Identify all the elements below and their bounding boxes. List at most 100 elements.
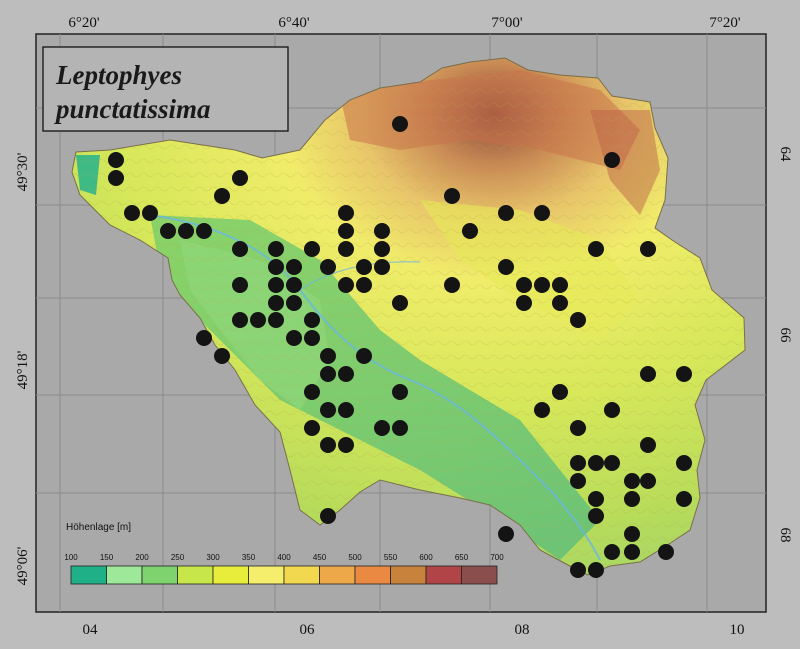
occurrence-dot <box>588 562 604 578</box>
legend-swatch <box>461 565 498 585</box>
occurrence-dot <box>604 402 620 418</box>
occurrence-dot <box>356 277 372 293</box>
occurrence-dot <box>624 544 640 560</box>
legend-swatch <box>354 565 391 585</box>
occurrence-dot <box>304 241 320 257</box>
occurrence-dot <box>552 295 568 311</box>
legend-stop-label: 700 <box>490 553 504 562</box>
occurrence-dot <box>640 473 656 489</box>
legend-stop-label: 650 <box>455 553 469 562</box>
occurrence-dot <box>570 312 586 328</box>
occurrence-dot <box>356 348 372 364</box>
legend-swatch <box>177 565 214 585</box>
occurrence-dot <box>570 455 586 471</box>
occurrence-dot <box>160 223 176 239</box>
legend-stop-label: 500 <box>348 553 362 562</box>
occurrence-dot <box>588 491 604 507</box>
occurrence-dot <box>604 455 620 471</box>
left-tick-2: 49°18' <box>15 350 31 389</box>
occurrence-dot <box>320 508 336 524</box>
bottom-tick-4: 10 <box>730 622 745 638</box>
title-line-2: punctatissima <box>54 94 211 124</box>
legend-swatch <box>212 565 249 585</box>
occurrence-dot <box>356 259 372 275</box>
occurrence-dot <box>676 455 692 471</box>
occurrence-dot <box>268 241 284 257</box>
legend-swatch <box>106 565 143 585</box>
occurrence-dot <box>304 384 320 400</box>
occurrence-dot <box>552 277 568 293</box>
occurrence-dot <box>374 259 390 275</box>
occurrence-dot <box>286 330 302 346</box>
legend-stop-label: 250 <box>171 553 185 562</box>
occurrence-dot <box>268 312 284 328</box>
legend-swatch <box>283 565 320 585</box>
elevation-legend: Höhenlage [m] 100 150 200 250 300 350 400 450 50… <box>64 522 504 585</box>
occurrence-dot <box>320 259 336 275</box>
occurrence-dot <box>374 223 390 239</box>
occurrence-dot <box>286 295 302 311</box>
occurrence-dot <box>196 223 212 239</box>
bottom-tick-2: 06 <box>300 622 316 638</box>
occurrence-dot <box>462 223 478 239</box>
legend-stop-label: 600 <box>419 553 433 562</box>
occurrence-dot <box>570 420 586 436</box>
occurrence-dot <box>676 491 692 507</box>
bottom-tick-3: 08 <box>515 622 530 638</box>
occurrence-dot <box>338 241 354 257</box>
occurrence-dot <box>108 170 124 186</box>
occurrence-dot <box>320 366 336 382</box>
left-tick-1: 49°30' <box>15 152 31 191</box>
occurrence-dot <box>250 312 266 328</box>
occurrence-dot <box>604 544 620 560</box>
legend-stop-label: 550 <box>384 553 398 562</box>
legend-swatch <box>70 565 107 585</box>
occurrence-dot <box>516 295 532 311</box>
occurrence-dot <box>338 366 354 382</box>
left-tick-3: 49°06' <box>15 546 31 585</box>
top-tick-2: 6°40' <box>278 15 309 31</box>
occurrence-dot <box>624 526 640 542</box>
occurrence-dot <box>338 205 354 221</box>
occurrence-dot <box>392 116 408 132</box>
occurrence-dot <box>640 366 656 382</box>
occurrence-dot <box>498 259 514 275</box>
occurrence-dot <box>444 188 460 204</box>
occurrence-dot <box>516 277 532 293</box>
occurrence-dot <box>232 241 248 257</box>
occurrence-dot <box>232 170 248 186</box>
occurrence-dot <box>338 402 354 418</box>
right-tick-1: 64 <box>777 147 793 163</box>
occurrence-dot <box>498 526 514 542</box>
legend-swatch <box>390 565 427 585</box>
occurrence-dot <box>142 205 158 221</box>
occurrence-dot <box>588 455 604 471</box>
occurrence-dot <box>304 312 320 328</box>
occurrence-dot <box>392 384 408 400</box>
legend-stop-label: 200 <box>135 553 149 562</box>
occurrence-dot <box>320 402 336 418</box>
occurrence-dot <box>392 420 408 436</box>
occurrence-dot <box>214 348 230 364</box>
occurrence-dot <box>534 277 550 293</box>
top-tick-4: 7°20' <box>709 15 740 31</box>
occurrence-dot <box>624 473 640 489</box>
occurrence-dot <box>268 277 284 293</box>
legend-stop-label: 350 <box>242 553 256 562</box>
occurrence-dot <box>268 259 284 275</box>
occurrence-dot <box>570 473 586 489</box>
occurrence-dot <box>286 277 302 293</box>
legend-swatch <box>425 565 462 585</box>
occurrence-dot <box>640 437 656 453</box>
legend-stop-label: 100 <box>64 553 78 562</box>
occurrence-dot <box>498 205 514 221</box>
occurrence-dot <box>374 241 390 257</box>
legend-stop-label: 450 <box>313 553 327 562</box>
occurrence-points <box>108 116 692 578</box>
legend-stop-label: 150 <box>100 553 114 562</box>
occurrence-dot <box>320 437 336 453</box>
legend-title: Höhenlage [m] <box>66 522 131 533</box>
right-tick-3: 68 <box>777 528 793 543</box>
occurrence-dot <box>196 330 212 346</box>
occurrence-dot <box>232 312 248 328</box>
